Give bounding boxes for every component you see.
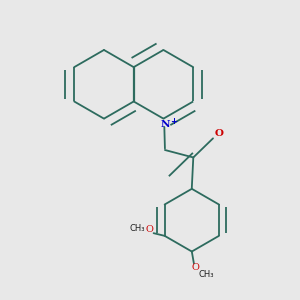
- Text: O: O: [145, 225, 153, 234]
- Text: +: +: [170, 116, 177, 125]
- Text: N: N: [160, 119, 170, 128]
- Text: CH₃: CH₃: [199, 270, 214, 279]
- Text: O: O: [191, 263, 199, 272]
- Text: CH₃: CH₃: [129, 224, 145, 233]
- Text: O: O: [215, 129, 224, 138]
